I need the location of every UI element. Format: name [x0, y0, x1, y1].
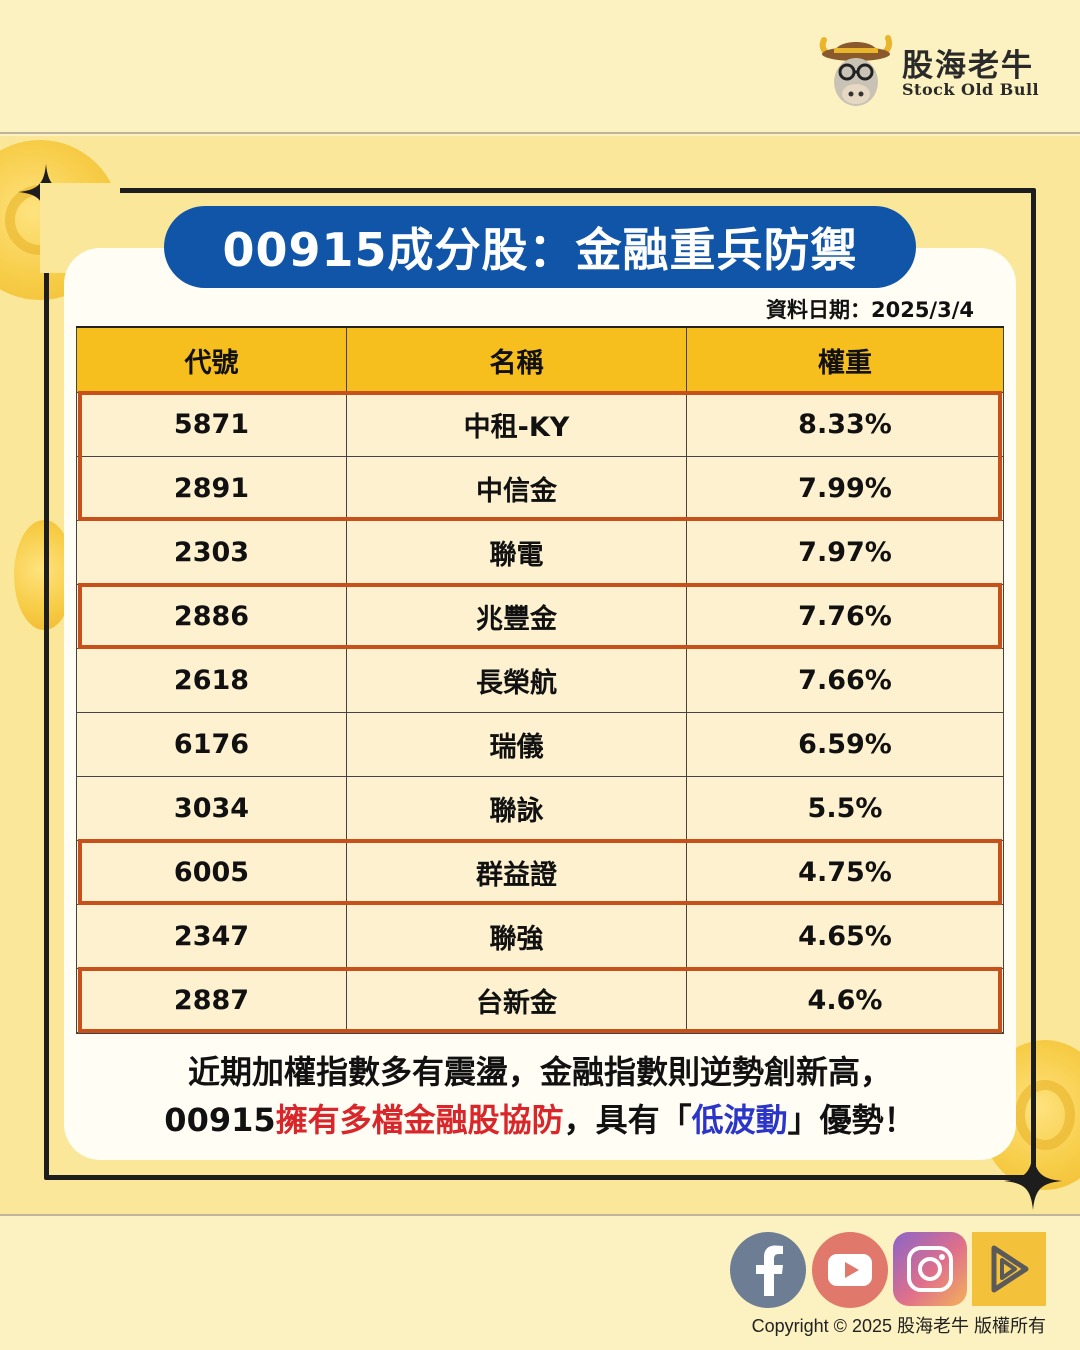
summary-emphasis-blue: 低波動 — [691, 1101, 788, 1139]
instagram-icon[interactable] — [893, 1232, 967, 1306]
table-row: 2347 聯強 4.65% — [76, 904, 1004, 968]
table-row: 2303 聯電 7.97% — [76, 520, 1004, 584]
summary-fund-code: 00915 — [164, 1101, 276, 1139]
stock-name-cell: 群益證 — [346, 841, 686, 904]
data-date: 資料日期：2025/3/4 — [765, 298, 974, 322]
stock-weight-cell: 4.75% — [686, 841, 1004, 904]
stock-name-cell: 中信金 — [346, 457, 686, 520]
stock-code-cell: 5871 — [76, 393, 346, 456]
stock-weight-cell: 7.76% — [686, 585, 1004, 648]
stock-code-cell: 2347 — [76, 905, 346, 968]
summary-text-end: 」優勢！ — [787, 1101, 916, 1139]
table-row: 2891 中信金 7.99% — [76, 456, 1004, 520]
youtube-icon[interactable] — [812, 1232, 888, 1308]
summary-emphasis-red: 擁有多檔金融股協防 — [275, 1101, 564, 1139]
column-header-name: 名稱 — [346, 328, 686, 392]
stock-name-cell: 聯電 — [346, 521, 686, 584]
copyright-text: Copyright © 2025 股海老牛 版權所有 — [751, 1316, 1046, 1336]
brand-name-en: Stock Old Bull — [902, 80, 1040, 99]
stock-code-cell: 2891 — [76, 457, 346, 520]
table-row: 6005 群益證 4.75% — [76, 840, 1004, 904]
stock-name-cell: 中租-KY — [346, 393, 686, 456]
stock-weight-cell: 7.99% — [686, 457, 1004, 520]
stock-code-cell: 2618 — [76, 649, 346, 712]
stock-name-cell: 瑞儀 — [346, 713, 686, 776]
stock-name-cell: 兆豐金 — [346, 585, 686, 648]
stock-weight-cell: 5.5% — [686, 777, 1004, 840]
brand-name-zh: 股海老牛 — [902, 48, 1034, 84]
sparkle-icon — [1004, 1152, 1062, 1210]
header-band — [0, 0, 1080, 134]
table-bottom-border — [76, 1032, 1004, 1034]
facebook-icon[interactable] — [730, 1232, 806, 1308]
stock-name-cell: 聯強 — [346, 905, 686, 968]
column-header-weight: 權重 — [686, 328, 1004, 392]
stock-code-cell: 2303 — [76, 521, 346, 584]
bull-mascot-icon — [819, 35, 892, 106]
table-header-row: 代號 名稱 權重 — [76, 326, 1004, 392]
stock-code-cell: 2886 — [76, 585, 346, 648]
stock-name-cell: 長榮航 — [346, 649, 686, 712]
column-header-code: 代號 — [76, 328, 346, 392]
stock-name-cell: 台新金 — [346, 969, 686, 1032]
table-row: 5871 中租-KY 8.33% — [76, 392, 1004, 456]
stock-weight-cell: 7.97% — [686, 521, 1004, 584]
stock-weight-cell: 4.6% — [686, 969, 1004, 1032]
podcast-icon[interactable] — [972, 1232, 1046, 1306]
summary-line-2: 00915擁有多檔金融股協防，具有「低波動」優勢！ — [60, 1096, 1020, 1144]
summary-text-mid: ，具有「 — [563, 1101, 692, 1139]
stock-code-cell: 3034 — [76, 777, 346, 840]
stock-weight-cell: 4.65% — [686, 905, 1004, 968]
stock-code-cell: 6176 — [76, 713, 346, 776]
stock-weight-cell: 8.33% — [686, 393, 1004, 456]
table-row: 3034 聯詠 5.5% — [76, 776, 1004, 840]
holdings-table: 代號 名稱 權重 5871 中租-KY 8.33% 2891 中信金 7.99% 2303 聯… — [76, 326, 1004, 1032]
content-frame — [44, 188, 1036, 1180]
table-row: 2618 長榮航 7.66% — [76, 648, 1004, 712]
stock-weight-cell: 6.59% — [686, 713, 1004, 776]
table-row: 2887 台新金 4.6% — [76, 968, 1004, 1032]
summary-line-1: 近期加權指數多有震盪，金融指數則逆勢創新高， — [187, 1053, 892, 1091]
stock-code-cell: 2887 — [76, 969, 346, 1032]
brand-logo: 股海老牛 Stock Old Bull — [818, 30, 1058, 110]
stock-code-cell: 6005 — [76, 841, 346, 904]
table-row: 2886 兆豐金 7.76% — [76, 584, 1004, 648]
page-title: 00915成分股：金融重兵防禦 — [164, 206, 916, 288]
stock-name-cell: 聯詠 — [346, 777, 686, 840]
summary-text: 近期加權指數多有震盪，金融指數則逆勢創新高， 00915擁有多檔金融股協防，具有… — [60, 1048, 1020, 1144]
stock-weight-cell: 7.66% — [686, 649, 1004, 712]
table-row: 6176 瑞儀 6.59% — [76, 712, 1004, 776]
